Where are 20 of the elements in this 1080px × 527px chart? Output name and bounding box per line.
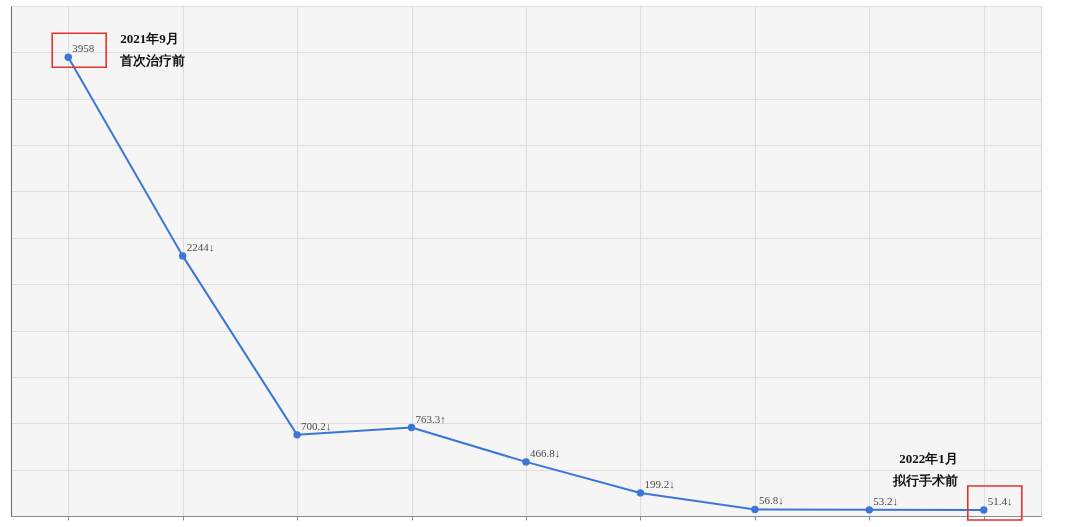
point: [178, 252, 187, 260]
annotation: 2022年1月拟行手术前: [891, 451, 958, 489]
point: [64, 53, 72, 61]
data-label: 466.8↓: [530, 446, 561, 459]
point: [407, 423, 416, 432]
point: [980, 506, 988, 514]
point: [751, 505, 759, 514]
point: [522, 458, 530, 466]
point: [293, 431, 301, 439]
data-label: 700.2↓: [301, 419, 332, 432]
data-label: 199.2↓: [644, 477, 675, 490]
data-label: 51.4↓: [987, 495, 1013, 508]
annotation: 2021年9月首次治疗前: [119, 31, 186, 69]
data-label: 2244↓: [186, 240, 215, 253]
data-label: 56.8↓: [758, 494, 784, 507]
point: [865, 506, 874, 514]
data-label: 53.2↓: [873, 494, 899, 507]
data-label: 763.3↑: [415, 412, 446, 425]
point: [636, 489, 645, 497]
data-label: 3958: [72, 42, 95, 55]
